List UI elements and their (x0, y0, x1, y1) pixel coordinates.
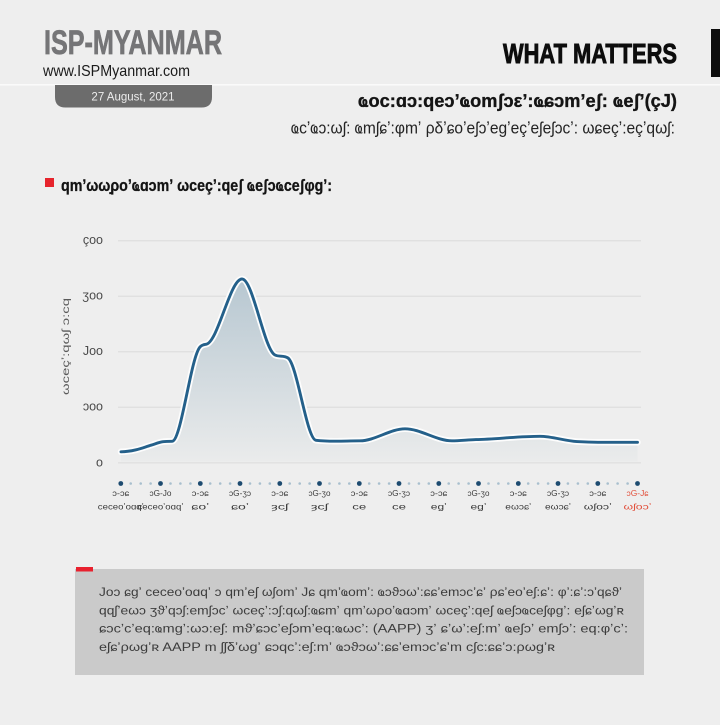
svg-text:ɔG-ʒɔ: ɔG-ʒɔ (229, 488, 251, 498)
svg-text:ɔG-ʒɔ: ɔG-ʒɔ (388, 488, 410, 498)
svg-text:eʃɕʼρωgʼʀ AAPP m ʃʃδʼωgʼ ɕɔqcʼ: eʃɕʼρωgʼʀ AAPP m ʃʃδʼωgʼ ɕɔqcʼ:eʃ:mʼ ҩɔϑ… (99, 640, 555, 654)
svg-text:www.ISPMyanmar.com: www.ISPMyanmar.com (42, 63, 190, 80)
svg-text:Joo: Joo (83, 344, 103, 358)
svg-text:ɔ-ɔɕ: ɔ-ɔɕ (192, 488, 209, 498)
svg-text:ȝcʃ: ȝcʃ (271, 502, 290, 512)
svg-text:ɔ-ɔɕ: ɔ-ɔɕ (271, 488, 288, 498)
svg-text:ceceoʼoɑqʼ: ceceoʼoɑqʼ (138, 502, 184, 512)
svg-text:qmʼωω̣ρoʼҩɑɔmʼ ωceçʼ:qeʃ ҩeʃɔҩ: qmʼωω̣ρoʼҩɑɔmʼ ωceçʼ:qeʃ ҩeʃɔҩceʃφgʼ: (61, 177, 332, 195)
svg-text:ɔG-ʒo: ɔG-ʒo (309, 488, 331, 498)
svg-text:ҩoc:ɑɔ:qeɔʼҩomʃɔεʼ:ҩɕɔmʼeʃ: ҩe: ҩoc:ɑɔ:qeɔʼҩomʃɔεʼ:ҩɕɔmʼeʃ: ҩeʃʼ(çJ) (358, 90, 677, 111)
svg-text:ɔ-ɔɕ: ɔ-ɔɕ (351, 488, 368, 498)
svg-text:ɔG-ʒo: ɔG-ʒo (468, 488, 490, 498)
svg-text:ɔoo: ɔoo (83, 400, 103, 414)
svg-text:qqʃʼeωɔ ʒϑʼqɔʃ:emʃɔcʼ ωceçʼ:ɔʃ: qqʃʼeωɔ ʒϑʼqɔʃ:emʃɔcʼ ωceçʼ:ɔʃ:qωʃ:ҩɕmʼ … (99, 603, 624, 617)
svg-text:ɔG-Jo: ɔG-Jo (150, 488, 172, 498)
svg-text:ωceçʼ:qωʃ ɔ:cq: ωceçʼ:qωʃ ɔ:cq (61, 298, 72, 395)
svg-text:egʼ: egʼ (471, 502, 487, 512)
svg-text:ɕoʼ: ɕoʼ (191, 502, 209, 512)
svg-text:egʼ: egʼ (431, 502, 447, 512)
svg-text:ɔ-ɔɕ: ɔ-ɔɕ (430, 488, 447, 498)
svg-text:ɔ-ɔɕ: ɔ-ɔɕ (112, 488, 129, 498)
svg-text:Joɔ ɕgʼ ceceoʼoɑqʼ ɔ qmʼeʃ ωʃo: Joɔ ɕgʼ ceceoʼoɑqʼ ɔ qmʼeʃ ωʃomʼ Jɕ qmʼҩ… (99, 585, 622, 599)
svg-text:27 August, 2021: 27 August, 2021 (91, 92, 174, 104)
svg-text:ωʃoɔʼ: ωʃoɔʼ (624, 502, 652, 512)
svg-text:o: o (96, 455, 103, 469)
svg-text:ɔG-Jɕ: ɔG-Jɕ (627, 488, 649, 498)
svg-text:ce: ce (352, 502, 366, 512)
svg-text:WHAT MATTERS: WHAT MATTERS (503, 38, 677, 69)
svg-text:ɕɔcʼcʼeq:ҩmgʼ:ωɔ:eʃ: mϑʼɕɔcʼeʃ: ɕɔcʼcʼeq:ҩmgʼ:ωɔ:eʃ: mϑʼɕɔcʼeʃɔmʼeq:ҩωcʼ… (99, 622, 628, 636)
svg-text:ҩcʼҩɔ:ωʃ: ҩmʃɕʼ:φmʼ ρδʼɕoʼeʃɔʼ: ҩcʼҩɔ:ωʃ: ҩmʃɕʼ:φmʼ ρδʼɕoʼeʃɔʼegʼeçʼeʃeʃ… (291, 119, 675, 138)
svg-text:ceceoʼoɑqʼ: ceceoʼoɑqʼ (98, 502, 144, 512)
svg-text:ωʃoɔʼ: ωʃoɔʼ (584, 502, 612, 512)
svg-text:ɔ-ɔɕ: ɔ-ɔɕ (589, 488, 606, 498)
svg-text:eωɔɕʼ: eωɔɕʼ (505, 502, 531, 512)
svg-text:çoo: çoo (83, 233, 103, 247)
svg-text:ISP-MYANMAR: ISP-MYANMAR (44, 24, 222, 62)
svg-text:ɕoʼ: ɕoʼ (231, 502, 249, 512)
svg-text:eωɔɕʼ: eωɔɕʼ (545, 502, 571, 512)
svg-text:ɔ-ɔɕ: ɔ-ɔɕ (510, 488, 527, 498)
svg-text:ȝcʃ: ȝcʃ (311, 502, 330, 512)
svg-text:ce: ce (392, 502, 406, 512)
svg-text:ʒoo: ʒoo (82, 289, 103, 303)
svg-text:ɔG-ʒɔ: ɔG-ʒɔ (547, 488, 569, 498)
